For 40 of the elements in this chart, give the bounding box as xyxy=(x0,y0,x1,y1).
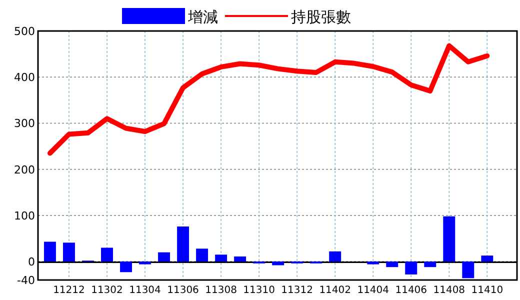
bar xyxy=(405,262,418,274)
bar xyxy=(234,256,246,262)
bar xyxy=(367,262,380,264)
bar xyxy=(44,242,56,262)
bar xyxy=(329,251,342,262)
x-tick-label: 11306 xyxy=(167,285,199,296)
y-tick-label: 100 xyxy=(14,209,35,222)
bar xyxy=(101,248,113,262)
legend-label: 增減 xyxy=(187,8,218,26)
x-tick-label: 11402 xyxy=(319,285,351,296)
y-tick-label: 0 xyxy=(28,256,35,269)
x-tick-label: 11308 xyxy=(205,285,237,296)
y-tick-label: 300 xyxy=(14,117,35,130)
bar xyxy=(196,248,208,262)
bar xyxy=(272,262,284,266)
bar xyxy=(158,252,170,262)
y-tick-label: 400 xyxy=(14,71,35,84)
x-tick-label: 11312 xyxy=(281,285,313,296)
bar xyxy=(177,226,190,262)
bar xyxy=(462,262,474,278)
bar xyxy=(424,262,436,268)
bar xyxy=(386,262,398,268)
y-tick-label: 500 xyxy=(14,25,35,38)
bar xyxy=(481,256,494,262)
x-tick-label: 11410 xyxy=(471,285,504,296)
x-tick-label: 11310 xyxy=(243,285,275,296)
legend-label: 持股張數 xyxy=(291,8,351,26)
x-tick-label: 11408 xyxy=(433,285,466,296)
x-tick-label: 11406 xyxy=(395,285,428,296)
x-tick-label: 11404 xyxy=(357,285,390,296)
x-tick-label: 11212 xyxy=(53,285,85,296)
bar xyxy=(443,216,456,262)
bar xyxy=(139,262,151,264)
bar xyxy=(120,262,132,272)
y-tick-label: -40 xyxy=(17,274,35,287)
bar xyxy=(215,254,228,262)
bar xyxy=(62,242,75,262)
x-tick-label: 11304 xyxy=(129,285,161,296)
x-tick-label: 11302 xyxy=(91,285,123,296)
y-tick-label: 200 xyxy=(14,163,35,176)
